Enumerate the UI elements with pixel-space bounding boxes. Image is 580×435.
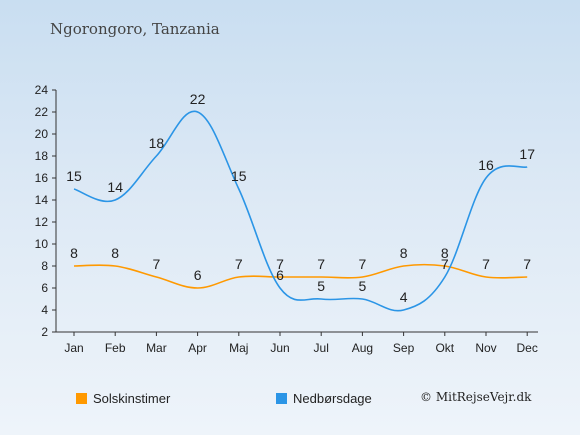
- data-label-sunshine: 7: [482, 256, 490, 272]
- data-label-rain-days: 18: [149, 135, 165, 151]
- data-label-rain-days: 6: [276, 267, 284, 283]
- x-tick-label: Jul: [314, 341, 329, 355]
- x-tick-label: Mar: [146, 341, 167, 355]
- data-label-sunshine: 7: [235, 256, 243, 272]
- y-tick-label: 4: [41, 303, 48, 317]
- y-tick-label: 14: [35, 193, 49, 207]
- legend-item-sunshine: Solskinstimer: [76, 390, 170, 406]
- y-tick-label: 6: [41, 281, 48, 295]
- data-label-rain-days: 16: [478, 157, 494, 173]
- x-tick-label: Aug: [352, 341, 373, 355]
- y-tick-label: 10: [35, 237, 49, 251]
- y-tick-label: 12: [35, 215, 49, 229]
- y-tick-label: 8: [41, 259, 48, 273]
- x-tick-label: Nov: [475, 341, 496, 355]
- data-label-rain-days: 4: [400, 289, 408, 305]
- data-label-rain-days: 15: [66, 168, 82, 184]
- data-label-rain-days: 14: [107, 179, 123, 195]
- copyright-notice: © MitRejseVejr.dk: [420, 390, 532, 404]
- series-line-rain-days: [73, 110, 528, 312]
- x-tick-label: Maj: [229, 341, 248, 355]
- y-tick-label: 2: [41, 325, 48, 339]
- x-tick-label: Sep: [393, 341, 415, 355]
- y-tick-label: 16: [35, 171, 49, 185]
- x-tick-label: Jun: [270, 341, 289, 355]
- data-label-sunshine: 8: [400, 245, 408, 261]
- legend-item-rain-days: Nedbørsdage: [276, 390, 372, 406]
- x-tick-label: Feb: [105, 341, 126, 355]
- series-line-sunshine: [73, 263, 528, 289]
- x-tick-label: Apr: [188, 341, 207, 355]
- data-label-rain-days: 15: [231, 168, 247, 184]
- chart-title: Ngorongoro, Tanzania: [50, 20, 220, 38]
- data-label-rain-days: 5: [317, 278, 325, 294]
- data-label-sunshine: 8: [111, 245, 119, 261]
- data-label-rain-days: 17: [519, 146, 535, 162]
- data-label-sunshine: 7: [153, 256, 161, 272]
- data-label-sunshine: 7: [317, 256, 325, 272]
- legend-swatch-sunshine: [76, 392, 87, 404]
- y-tick-label: 24: [35, 83, 49, 97]
- x-tick-label: Okt: [435, 341, 454, 355]
- data-label-rain-days: 22: [190, 91, 206, 107]
- data-label-sunshine: 8: [70, 245, 78, 261]
- data-label-sunshine: 7: [523, 256, 531, 272]
- x-tick-label: Jan: [64, 341, 83, 355]
- data-label-rain-days: 5: [359, 278, 367, 294]
- y-tick-label: 20: [35, 127, 49, 141]
- legend-swatch-rain-days: [276, 392, 287, 404]
- data-label-rain-days: 7: [441, 256, 449, 272]
- legend-label-sunshine: Solskinstimer: [93, 390, 171, 406]
- legend-label-rain-days: Nedbørsdage: [293, 390, 372, 406]
- x-tick-label: Dec: [517, 341, 538, 355]
- data-label-sunshine: 7: [276, 256, 284, 272]
- data-label-sunshine: 8: [441, 245, 449, 261]
- data-label-sunshine: 6: [194, 267, 202, 283]
- y-tick-label: 22: [35, 105, 49, 119]
- y-tick-label: 18: [35, 149, 49, 163]
- data-label-sunshine: 7: [359, 256, 367, 272]
